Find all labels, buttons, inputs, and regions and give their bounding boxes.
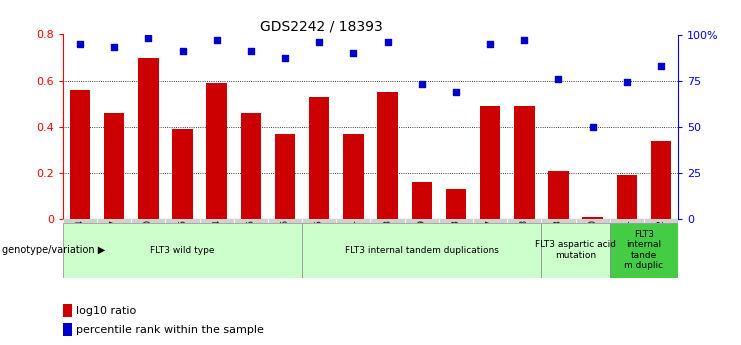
Text: log10 ratio: log10 ratio	[76, 306, 136, 316]
Point	[142, 36, 154, 41]
Bar	[610, 219, 644, 223]
Point	[416, 81, 428, 87]
Bar	[302, 219, 336, 223]
Bar	[548, 171, 568, 219]
Text: GSM48507: GSM48507	[110, 219, 119, 268]
Bar	[405, 219, 439, 223]
Text: GSM48586: GSM48586	[281, 219, 290, 268]
Bar	[268, 219, 302, 223]
Bar	[131, 219, 165, 223]
Point	[450, 89, 462, 95]
Bar	[507, 219, 542, 223]
Bar	[651, 141, 671, 219]
Bar	[542, 223, 610, 278]
Bar	[199, 219, 234, 223]
Point	[484, 41, 496, 47]
Bar	[70, 90, 90, 219]
Text: GSM48585: GSM48585	[247, 219, 256, 268]
Point	[621, 80, 633, 85]
Text: percentile rank within the sample: percentile rank within the sample	[76, 325, 264, 335]
Bar	[480, 106, 500, 219]
Point	[313, 39, 325, 45]
Text: FLT3
internal
tande
m duplic: FLT3 internal tande m duplic	[624, 230, 663, 270]
Bar	[336, 219, 370, 223]
Point	[587, 124, 599, 130]
Text: GSM48546: GSM48546	[178, 219, 187, 268]
Bar	[610, 223, 678, 278]
Point	[518, 37, 530, 43]
Point	[553, 76, 565, 81]
Text: GSM48253: GSM48253	[554, 219, 563, 268]
Bar	[514, 106, 534, 219]
Bar	[63, 223, 302, 278]
Bar	[138, 58, 159, 219]
Bar	[302, 223, 542, 278]
Bar	[63, 219, 97, 223]
Point	[74, 41, 86, 47]
Point	[279, 56, 291, 61]
Text: GSM48503: GSM48503	[383, 219, 392, 268]
Bar	[377, 92, 398, 219]
Bar	[275, 134, 296, 219]
Bar	[445, 189, 466, 219]
Bar	[104, 113, 124, 219]
Text: GSM48350: GSM48350	[588, 219, 597, 268]
Point	[382, 39, 393, 45]
Point	[655, 63, 667, 69]
Text: GSM48584: GSM48584	[212, 219, 222, 268]
Text: GSM48501: GSM48501	[349, 219, 358, 268]
Text: GSM48252: GSM48252	[657, 219, 665, 268]
Bar	[582, 217, 603, 219]
Bar	[165, 219, 199, 223]
Text: GSM48543: GSM48543	[451, 219, 460, 268]
Point	[348, 50, 359, 56]
Bar	[234, 219, 268, 223]
Text: GSM48541: GSM48541	[622, 219, 631, 268]
Point	[245, 48, 257, 54]
Bar	[309, 97, 330, 219]
Text: GSM48510: GSM48510	[144, 219, 153, 268]
Bar	[241, 113, 261, 219]
Bar	[542, 219, 576, 223]
Point	[176, 48, 188, 54]
Point	[108, 45, 120, 50]
Bar	[576, 219, 610, 223]
Bar	[97, 219, 131, 223]
Text: GSM48588: GSM48588	[519, 219, 529, 268]
Bar	[644, 219, 678, 223]
Bar	[343, 134, 364, 219]
Text: FLT3 aspartic acid
mutation: FLT3 aspartic acid mutation	[535, 240, 616, 260]
Text: FLT3 internal tandem duplications: FLT3 internal tandem duplications	[345, 246, 499, 255]
Bar	[370, 219, 405, 223]
Text: GSM48587: GSM48587	[485, 219, 494, 268]
Bar	[411, 182, 432, 219]
Text: GSM48539: GSM48539	[417, 219, 426, 268]
Bar	[173, 129, 193, 219]
Text: GSM48254: GSM48254	[76, 219, 84, 268]
Text: genotype/variation ▶: genotype/variation ▶	[2, 245, 105, 255]
Bar	[473, 219, 507, 223]
Text: FLT3 wild type: FLT3 wild type	[150, 246, 215, 255]
Text: GSM48255: GSM48255	[315, 219, 324, 268]
Bar	[63, 304, 73, 317]
Bar	[439, 219, 473, 223]
Bar	[63, 323, 73, 336]
Title: GDS2242 / 18393: GDS2242 / 18393	[260, 19, 382, 33]
Point	[210, 37, 222, 43]
Bar	[617, 175, 637, 219]
Bar	[207, 83, 227, 219]
